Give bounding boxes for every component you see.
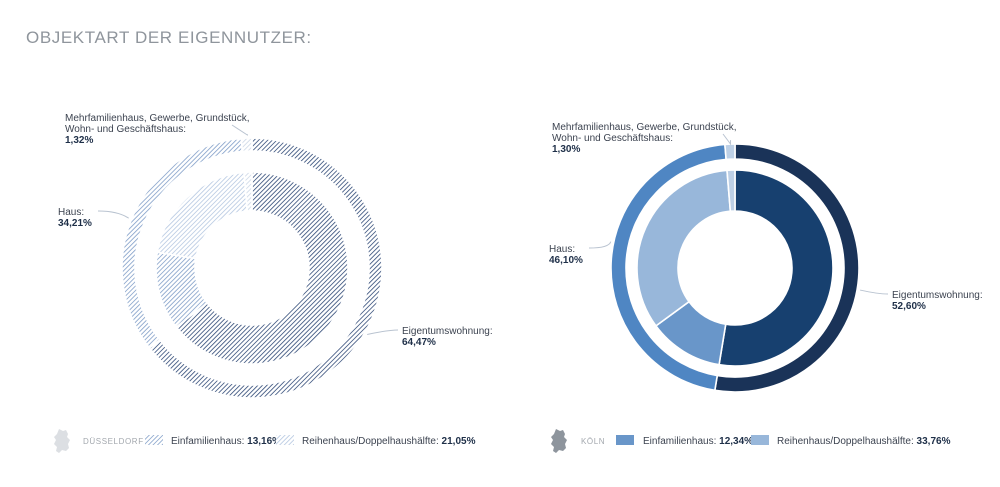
duesseldorf-inner-slice-0 bbox=[175, 171, 349, 365]
koeln-city-icon bbox=[551, 429, 567, 453]
koeln-outer-slice-2 bbox=[724, 143, 736, 161]
duesseldorf-leader-other bbox=[231, 124, 248, 136]
koeln-leader-other bbox=[722, 133, 732, 146]
koeln-legend-reihenhaus: Reihenhaus/Doppelhaushälfte: 33,76% bbox=[777, 436, 951, 447]
koeln-legend-einfamilienhaus: Einfamilienhaus: 12,34% bbox=[643, 436, 753, 447]
koeln-label-other-line-0: Mehrfamilienhaus, Gewerbe, Grundstück, bbox=[552, 122, 737, 133]
duesseldorf-legend-einfamilienhaus: Einfamilienhaus: 13,16% bbox=[171, 436, 281, 447]
page-title: OBJEKTART DER EIGENNUTZER: bbox=[26, 28, 312, 47]
koeln-value-haus: 46,10% bbox=[549, 255, 583, 266]
duesseldorf-outer-slice-2 bbox=[240, 137, 253, 153]
duesseldorf-value-haus: 34,21% bbox=[58, 218, 92, 229]
duesseldorf-value-other: 1,32% bbox=[65, 135, 93, 146]
koeln-legend-reihenhaus-value: 33,76% bbox=[917, 436, 951, 447]
koeln-label-other-line-1: Wohn- und Geschäftshaus: bbox=[552, 133, 673, 144]
duesseldorf-legend-reihenhaus: Reihenhaus/Doppelhaushälfte: 21,05% bbox=[302, 436, 476, 447]
koeln-inner-slice-3 bbox=[726, 169, 736, 213]
koeln-legend-swatch-einfamilienhaus bbox=[616, 435, 634, 445]
duesseldorf-legend-reihenhaus-value: 21,05% bbox=[442, 436, 476, 447]
duesseldorf-label-other-line-1: Wohn- und Geschäftshaus: bbox=[65, 124, 186, 135]
duesseldorf-label-other-line-0: Mehrfamilienhaus, Gewerbe, Grundstück, bbox=[65, 113, 250, 124]
duesseldorf-legend-swatch-reihenhaus bbox=[276, 435, 294, 445]
koeln-inner-slice-2 bbox=[636, 169, 732, 328]
duesseldorf-city-name: DÜSSELDORF bbox=[83, 437, 144, 446]
koeln-label-etw: Eigentumswohnung: bbox=[892, 290, 983, 301]
koeln-value-other: 1,30% bbox=[552, 144, 580, 155]
duesseldorf-inner-slice-3 bbox=[243, 171, 253, 213]
koeln-city-name: KÖLN bbox=[581, 437, 605, 446]
duesseldorf-city-icon bbox=[54, 429, 70, 453]
koeln-legend-swatch-reihenhaus bbox=[751, 435, 769, 445]
duesseldorf-legend-einfamilienhaus-value: 13,16% bbox=[247, 436, 281, 447]
duesseldorf-leader-haus bbox=[97, 210, 129, 219]
koeln-leader-etw bbox=[859, 289, 889, 295]
koeln-inner-slice-0 bbox=[718, 169, 834, 367]
duesseldorf-value-etw: 64,47% bbox=[402, 337, 436, 348]
koeln-leader-haus bbox=[588, 241, 612, 249]
duesseldorf-label-etw: Eigentumswohnung: bbox=[402, 326, 493, 337]
koeln-value-etw: 52,60% bbox=[892, 301, 926, 312]
duesseldorf-legend-swatch-einfamilienhaus bbox=[145, 435, 163, 445]
duesseldorf-inner-slice-2 bbox=[156, 171, 249, 260]
koeln-legend-einfamilienhaus-value: 12,34% bbox=[719, 436, 753, 447]
duesseldorf-leader-etw bbox=[367, 329, 399, 335]
koeln-label-haus: Haus: bbox=[549, 244, 575, 255]
duesseldorf-label-haus: Haus: bbox=[58, 207, 84, 218]
